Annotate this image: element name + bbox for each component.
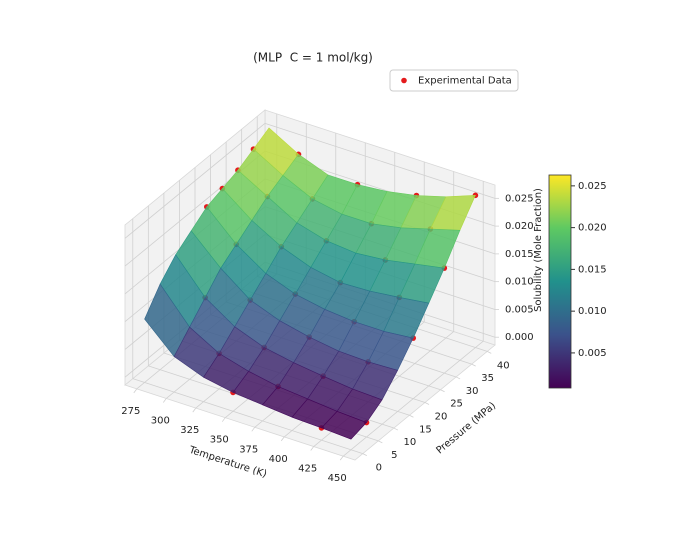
x-tick — [251, 427, 256, 432]
y-tick — [378, 440, 383, 444]
z-tick-label: 0.020 — [505, 221, 534, 232]
y-tick — [393, 427, 399, 431]
x-tick — [133, 388, 138, 394]
colorbar-tick-label: 0.020 — [578, 223, 607, 234]
y-tick — [455, 376, 461, 380]
colorbar — [548, 174, 572, 389]
y-tick-label: 40 — [497, 360, 510, 371]
x-tick — [310, 446, 315, 451]
x-tick — [162, 398, 167, 403]
y-tick-label: 35 — [481, 373, 494, 384]
surface-patch — [320, 410, 368, 440]
x-tick-label: 375 — [239, 444, 258, 455]
y-tick — [487, 351, 492, 354]
x-tick — [192, 407, 197, 413]
y-tick — [409, 414, 414, 418]
z-tick-label: 0.010 — [505, 277, 534, 288]
z-axis-label: Solubility (Mole Fraction) — [533, 188, 544, 312]
y-tick — [362, 453, 367, 456]
x-tick-label: 400 — [269, 454, 288, 465]
colorbar-tick-label: 0.010 — [578, 306, 607, 317]
y-tick-label: 5 — [391, 450, 397, 461]
x-tick-label: 275 — [121, 406, 140, 417]
x-tick-label: 425 — [298, 464, 317, 475]
z-grid-line — [264, 122, 496, 199]
chart-title: (MLP C = 1 mol/kg) — [253, 51, 373, 65]
z-grid-line — [124, 123, 266, 239]
x-tick — [221, 417, 226, 422]
x-tick — [280, 436, 285, 442]
colorbar-tick-label: 0.015 — [578, 264, 607, 275]
y-tick-label: 20 — [435, 412, 448, 423]
y-tick — [440, 389, 445, 393]
legend-box — [389, 69, 519, 92]
x-tick-label: 325 — [180, 425, 199, 436]
y-tick — [424, 402, 430, 405]
y-tick-label: 0 — [376, 463, 382, 474]
legend-label: Experimental Data — [418, 76, 512, 87]
z-tick-label: 0.000 — [505, 332, 534, 343]
colorbar-tick-label: 0.005 — [578, 348, 607, 359]
colorbar-tick-label: 0.025 — [578, 181, 607, 192]
x-tick-label: 350 — [210, 435, 229, 446]
z-tick-label: 0.015 — [505, 249, 534, 260]
y-tick — [471, 363, 476, 367]
y-tick-label: 10 — [404, 437, 417, 448]
z-tick-label: 0.005 — [505, 304, 534, 315]
y-tick-label: 30 — [466, 386, 479, 397]
x-tick-label: 450 — [328, 473, 347, 484]
z-tick-label: 0.025 — [505, 193, 534, 204]
y-grid-line — [132, 378, 363, 454]
y-tick-label: 25 — [450, 399, 463, 410]
y-axis-label: Pressure (MPa) — [434, 400, 498, 456]
y-tick-label: 15 — [419, 424, 432, 435]
legend-marker — [401, 77, 407, 84]
x-tick — [339, 455, 344, 461]
x-tick-label: 300 — [151, 415, 170, 426]
